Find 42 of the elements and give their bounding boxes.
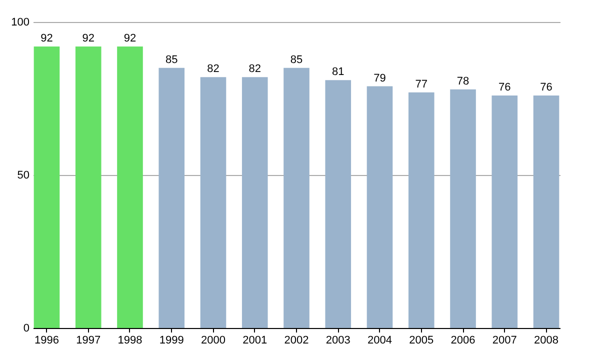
data-label: 77	[415, 78, 428, 90]
data-label: 82	[248, 63, 261, 76]
x-tick-label: 2002	[284, 334, 309, 346]
y-tick-label: 50	[17, 170, 30, 182]
bar	[75, 46, 102, 328]
bar	[200, 77, 226, 328]
x-tick-label: 2000	[201, 334, 226, 346]
bar	[242, 77, 268, 328]
x-tick-label: 2006	[450, 334, 476, 346]
data-label: 85	[290, 54, 303, 66]
x-tick-label: 2003	[326, 334, 350, 346]
bar	[284, 68, 310, 328]
x-tick-label: 1997	[76, 334, 101, 346]
y-tick-label: 100	[11, 16, 30, 28]
bar	[34, 46, 60, 328]
x-tick-label: 2004	[368, 334, 392, 346]
bar	[408, 92, 434, 328]
x-tick-label: 2001	[242, 334, 268, 346]
data-label: 82	[207, 63, 220, 76]
bar	[450, 89, 476, 328]
data-label: 78	[456, 75, 470, 88]
bar	[492, 95, 518, 328]
data-label: 92	[124, 32, 136, 44]
x-tick-label: 2008	[534, 334, 559, 346]
data-label: 85	[165, 54, 178, 66]
data-label: 92	[82, 32, 94, 44]
data-label: 79	[374, 72, 386, 84]
bar	[117, 46, 143, 328]
bar	[533, 95, 560, 328]
y-tick-label: 0	[23, 322, 30, 334]
bar	[325, 80, 352, 328]
bar	[366, 86, 393, 328]
x-tick-label: 1998	[118, 334, 142, 346]
data-label: 92	[40, 32, 53, 44]
data-label: 76	[540, 81, 552, 94]
x-tick-label: 1996	[34, 334, 59, 346]
data-label: 81	[332, 66, 344, 78]
data-label: 76	[498, 81, 511, 94]
x-tick-label: 2005	[409, 334, 434, 346]
x-tick-label: 2007	[492, 334, 517, 346]
x-tick-label: 1999	[159, 334, 184, 346]
bar	[158, 68, 185, 328]
